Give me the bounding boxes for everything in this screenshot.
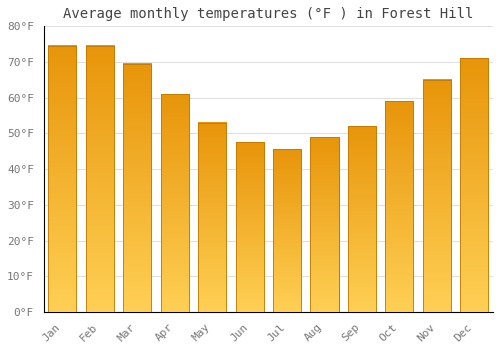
Bar [273,149,301,312]
Bar [423,80,451,312]
Bar [386,101,413,312]
Bar [348,126,376,312]
Bar [348,126,376,312]
Title: Average monthly temperatures (°F ) in Forest Hill: Average monthly temperatures (°F ) in Fo… [63,7,474,21]
Bar [123,64,152,312]
Bar [310,137,338,312]
Bar [123,64,152,312]
Bar [236,142,264,312]
Bar [198,123,226,312]
Bar [386,101,413,312]
Bar [160,94,189,312]
Bar [86,46,114,312]
Bar [198,123,226,312]
Bar [460,58,488,312]
Bar [310,137,338,312]
Bar [160,94,189,312]
Bar [86,46,114,312]
Bar [460,58,488,312]
Bar [423,80,451,312]
Bar [236,142,264,312]
Bar [273,149,301,312]
Bar [48,46,76,312]
Bar [48,46,76,312]
